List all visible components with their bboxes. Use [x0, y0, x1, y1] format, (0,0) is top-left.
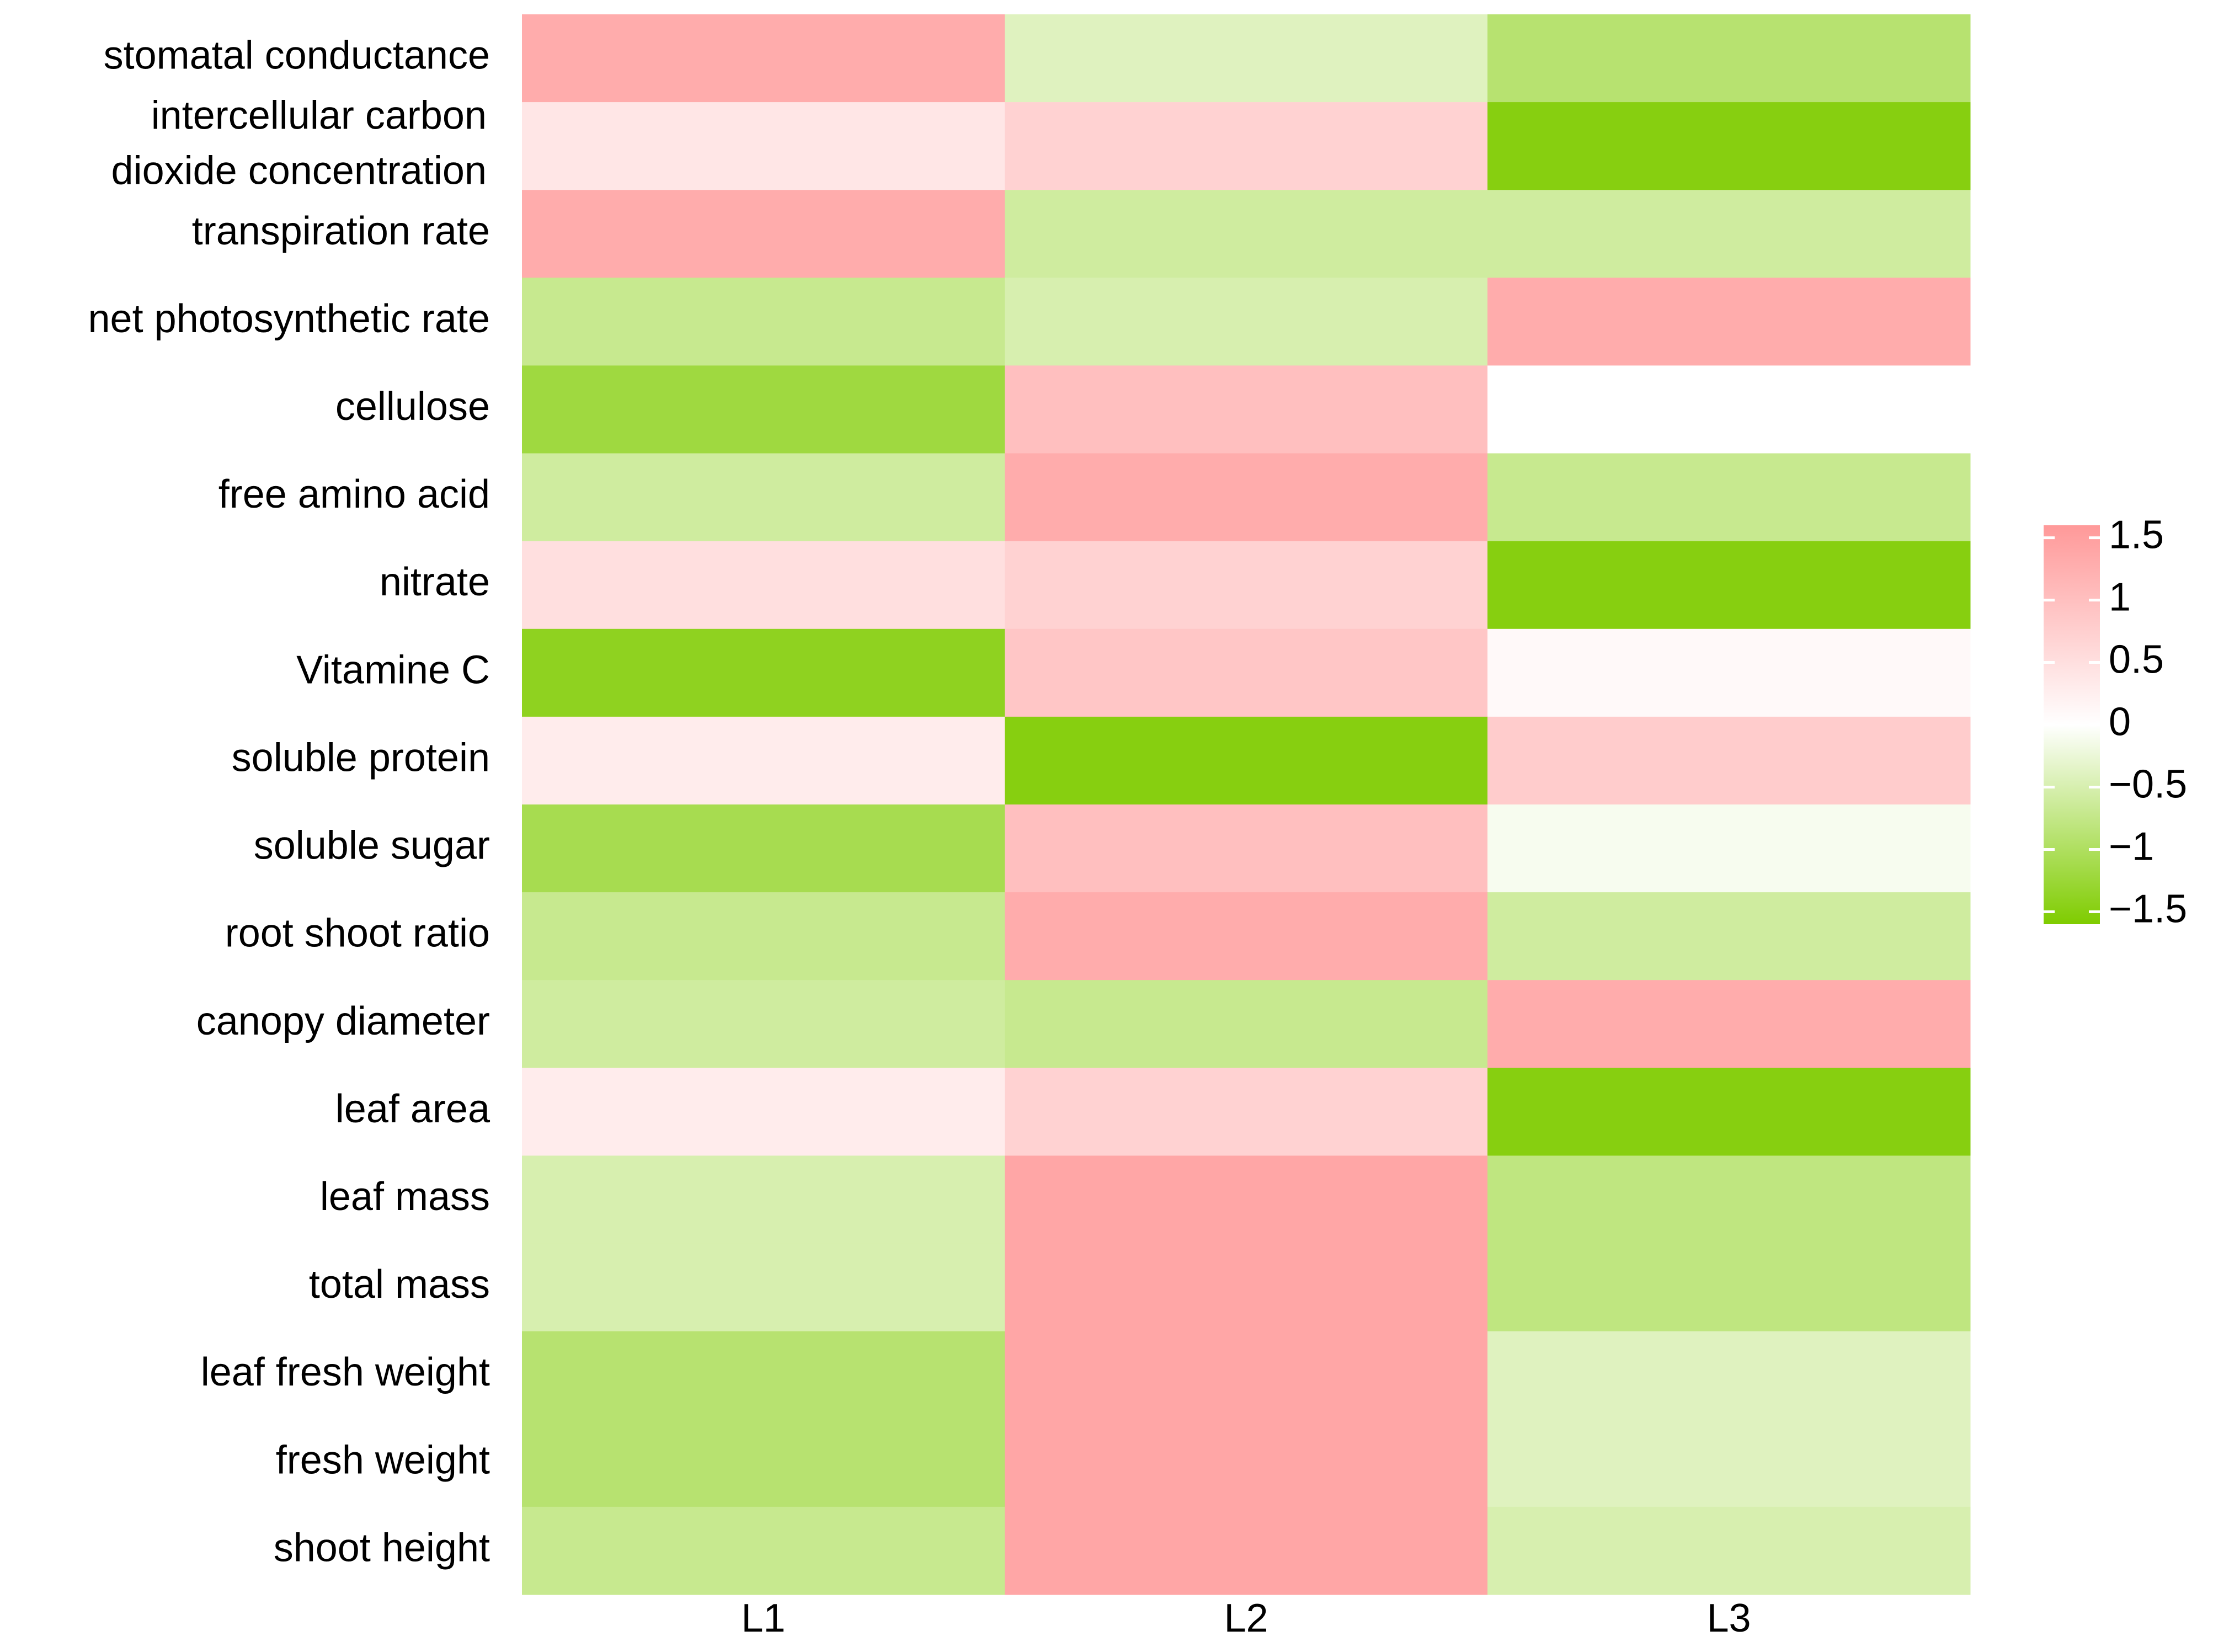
- heatmap-cell: [522, 804, 1005, 893]
- heatmap-cell: [1005, 804, 1488, 893]
- row-label: free amino acid: [218, 472, 490, 516]
- heatmap-cell: [522, 190, 1005, 278]
- row-label: fresh weight: [276, 1438, 490, 1482]
- heatmap-cell: [522, 1068, 1005, 1156]
- heatmap-cell: [1487, 892, 1971, 980]
- row-label: stomatal conductance: [104, 34, 490, 78]
- heatmap-cell: [1005, 1419, 1488, 1507]
- color-bar-label: 0: [2109, 700, 2131, 744]
- heatmap-cell: [522, 1243, 1005, 1332]
- heatmap-cell: [522, 1331, 1005, 1420]
- row-label: shoot height: [274, 1526, 490, 1570]
- heatmap-cell: [1005, 892, 1488, 980]
- heatmap-cell: [1005, 365, 1488, 454]
- heatmap-cell: [1005, 1331, 1488, 1420]
- heatmap-cell: [1005, 980, 1488, 1068]
- heatmap-cell: [522, 1155, 1005, 1244]
- heatmap-cell: [1487, 716, 1971, 805]
- heatmap-cell: [1005, 541, 1488, 630]
- row-label: intercellular carbon: [151, 94, 487, 138]
- heatmap-cell: [1005, 628, 1488, 717]
- heatmap-cell: [1487, 102, 1971, 190]
- heatmap-cell: [1487, 1243, 1971, 1332]
- heatmap-cell: [1005, 278, 1488, 366]
- row-label: dioxide concentration: [111, 149, 487, 193]
- color-bar-label: −1: [2109, 824, 2154, 868]
- row-label: leaf area: [335, 1087, 490, 1131]
- color-bar-label: 1: [2109, 575, 2131, 620]
- color-bar-label: −1.5: [2109, 887, 2187, 931]
- row-label: root shoot ratio: [225, 912, 490, 956]
- heatmap-cell: [1487, 628, 1971, 717]
- heatmap-cell: [1487, 1068, 1971, 1156]
- heatmap-cell: [1005, 190, 1488, 278]
- row-label: leaf fresh weight: [201, 1350, 490, 1394]
- heatmap-cell: [1005, 102, 1488, 190]
- heatmap-cell: [1005, 1068, 1488, 1156]
- color-bar-label: 1.5: [2109, 513, 2164, 557]
- heatmap-cell: [522, 102, 1005, 190]
- heatmap-cell: [1005, 716, 1488, 805]
- heatmap-cell: [1005, 1155, 1488, 1244]
- heatmap-cell: [522, 628, 1005, 717]
- heatmap-cell: [522, 365, 1005, 454]
- heatmap-cell: [1487, 1331, 1971, 1420]
- heatmap-cell: [1005, 14, 1488, 103]
- heatmap-cell: [522, 14, 1005, 103]
- heatmap-cell: [1005, 1243, 1488, 1332]
- column-label: L3: [1707, 1596, 1751, 1640]
- row-label: cellulose: [335, 385, 490, 429]
- heatmap-cell: [1487, 541, 1971, 630]
- heatmap-cell: [1487, 14, 1971, 103]
- heatmap-cell: [1487, 453, 1971, 542]
- row-label: nitrate: [380, 560, 490, 604]
- heatmap-cell: [522, 892, 1005, 980]
- heatmap-cell: [1005, 1506, 1488, 1595]
- color-bar-label: 0.5: [2109, 638, 2164, 682]
- heatmap-cell: [1487, 804, 1971, 893]
- heatmap-cell: [522, 1506, 1005, 1595]
- row-label: soluble protein: [232, 736, 490, 780]
- heatmap-cell: [522, 278, 1005, 366]
- heatmap-cell: [522, 453, 1005, 542]
- row-label: soluble sugar: [254, 824, 490, 868]
- heatmap-cell: [522, 980, 1005, 1068]
- column-label: L1: [741, 1596, 785, 1640]
- heatmap-cell: [1487, 1419, 1971, 1507]
- heatmap-cell: [1487, 980, 1971, 1068]
- heatmap-cell: [1487, 1155, 1971, 1244]
- row-label: total mass: [309, 1262, 490, 1307]
- row-label: Vitamine C: [296, 648, 490, 692]
- heatmap-cell: [522, 541, 1005, 630]
- heatmap-cell: [1005, 453, 1488, 542]
- heatmap-cell: [522, 716, 1005, 805]
- row-label: canopy diameter: [196, 999, 490, 1043]
- color-bar-label: −0.5: [2109, 762, 2187, 806]
- heatmap-cell: [1487, 365, 1971, 454]
- column-label: L2: [1224, 1596, 1268, 1640]
- row-label: leaf mass: [320, 1175, 490, 1219]
- row-label: transpiration rate: [192, 209, 490, 253]
- heatmap-cell: [1487, 1506, 1971, 1595]
- heatmap-cell: [1487, 190, 1971, 278]
- heatmap-cell: [1487, 278, 1971, 366]
- heatmap-cell: [522, 1419, 1005, 1507]
- row-label: net photosynthetic rate: [88, 297, 490, 341]
